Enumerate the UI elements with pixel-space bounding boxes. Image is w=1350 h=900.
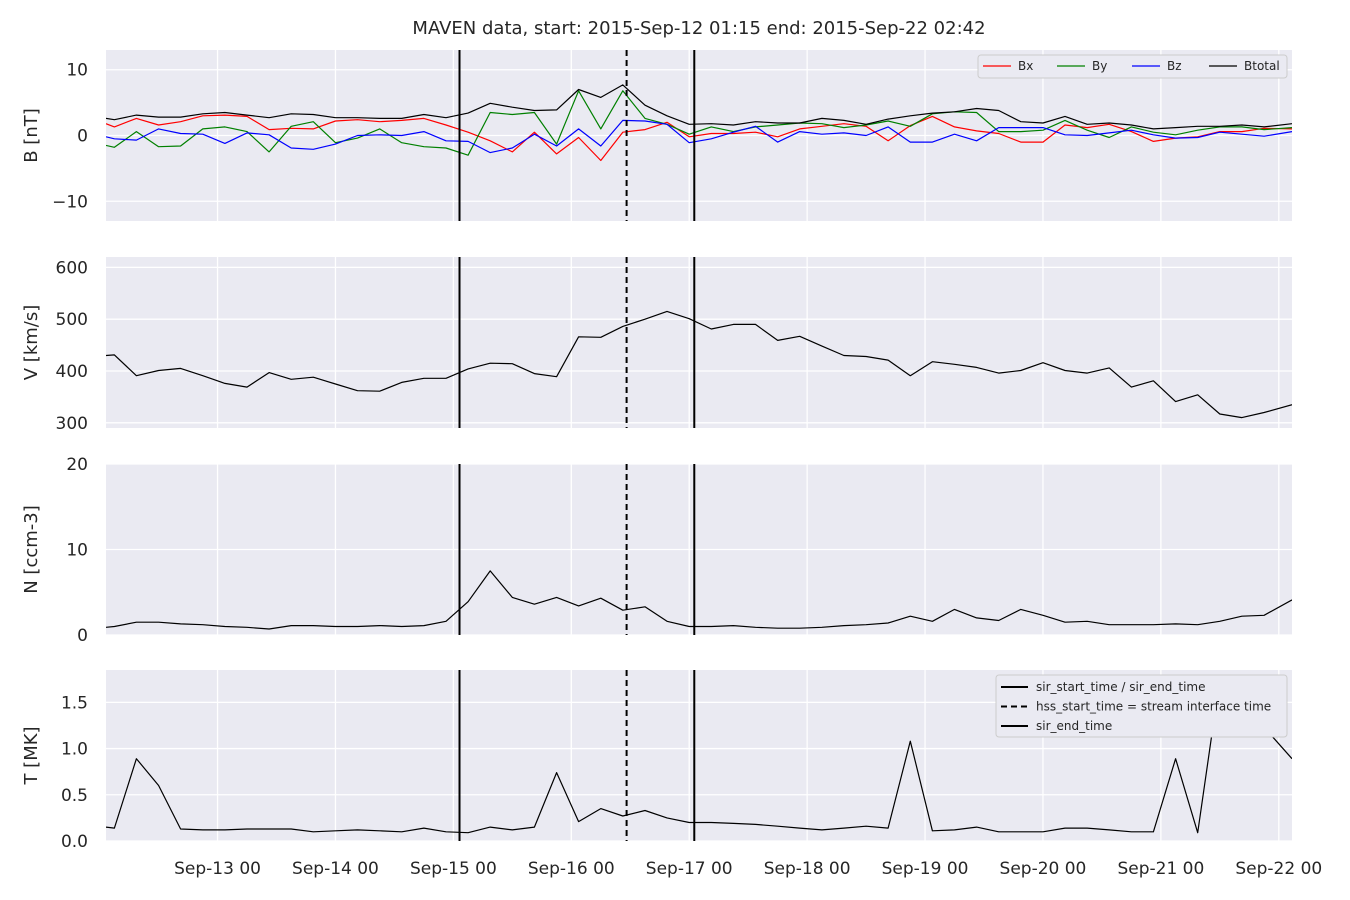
x-tick-label: Sep-22 00 xyxy=(1235,859,1322,879)
legend-label-event-3: sir_end_time xyxy=(1036,719,1112,733)
y-axis-label: N [ccm-3] xyxy=(21,505,42,594)
y-tick-label: 0 xyxy=(77,127,88,147)
series-line-bx xyxy=(106,114,1292,162)
series-line-bz xyxy=(106,119,1292,154)
x-tick-label: Sep-16 00 xyxy=(528,859,615,879)
x-tick-label: Sep-20 00 xyxy=(1000,859,1087,879)
legend-label-event-2: hss_start_time = stream interface time xyxy=(1036,700,1271,714)
y-tick-label: 600 xyxy=(56,258,88,278)
y-tick-label: 0.5 xyxy=(61,786,88,806)
x-tick-label: Sep-15 00 xyxy=(410,859,497,879)
x-tick-label: Sep-14 00 xyxy=(292,859,379,879)
y-axis-label: B [nT] xyxy=(21,108,42,163)
y-tick-label: 300 xyxy=(56,414,88,434)
panel-b: −10 0 10 B [nT] Bx By Bz Btotal xyxy=(21,50,1292,221)
y-tick-label: 0 xyxy=(77,626,88,646)
y-tick-label: 400 xyxy=(56,362,88,382)
legend-label-bz: Bz xyxy=(1167,59,1182,73)
y-axis-label: V [km/s] xyxy=(21,305,42,380)
series-line-by xyxy=(106,90,1292,156)
legend-label-bx: Bx xyxy=(1018,59,1033,73)
y-axis-label: T [MK] xyxy=(21,726,42,785)
legend-label-btotal: Btotal xyxy=(1244,59,1280,73)
y-tick-label: −10 xyxy=(52,192,88,212)
y-tick-label: 10 xyxy=(66,61,88,81)
panel-t: 0.0 0.5 1.0 1.5 T [MK] Sep-13 00 Sep-14 00 Sep-… xyxy=(21,670,1322,879)
y-tick-label: 0.0 xyxy=(61,832,88,852)
series-group xyxy=(106,84,1292,162)
series-line-v xyxy=(106,310,1292,419)
x-tick-label: Sep-19 00 xyxy=(882,859,969,879)
x-tick-label: Sep-17 00 xyxy=(646,859,733,879)
series-group xyxy=(106,678,1292,834)
legend-label-by: By xyxy=(1092,59,1107,73)
x-tick-label: Sep-21 00 xyxy=(1117,859,1204,879)
plot-area-v xyxy=(106,257,1292,428)
y-tick-label: 1.5 xyxy=(61,693,88,713)
chart-title: MAVEN data, start: 2015-Sep-12 01:15 end… xyxy=(412,18,986,39)
series-line-btotal xyxy=(106,84,1292,130)
series-group xyxy=(106,310,1292,419)
y-tick-label: 10 xyxy=(66,541,88,561)
y-tick-label: 20 xyxy=(66,455,88,475)
legend-t: sir_start_time / sir_end_time hss_start_t… xyxy=(995,674,1288,738)
x-tick-label: Sep-13 00 xyxy=(174,859,261,879)
series-line-n xyxy=(106,570,1292,630)
x-tick-label: Sep-18 00 xyxy=(764,859,851,879)
legend-label-event-1: sir_start_time / sir_end_time xyxy=(1036,680,1206,694)
series-line-t xyxy=(106,678,1292,834)
panel-v: 300 400 500 600 V [km/s] xyxy=(21,257,1292,434)
series-group xyxy=(106,570,1292,630)
y-tick-label: 1.0 xyxy=(61,740,88,760)
legend-frame xyxy=(995,674,1288,738)
panel-n: 0 10 20 N [ccm-3] xyxy=(21,455,1292,646)
y-tick-label: 500 xyxy=(56,310,88,330)
legend-b: Bx By Bz Btotal xyxy=(977,54,1288,79)
